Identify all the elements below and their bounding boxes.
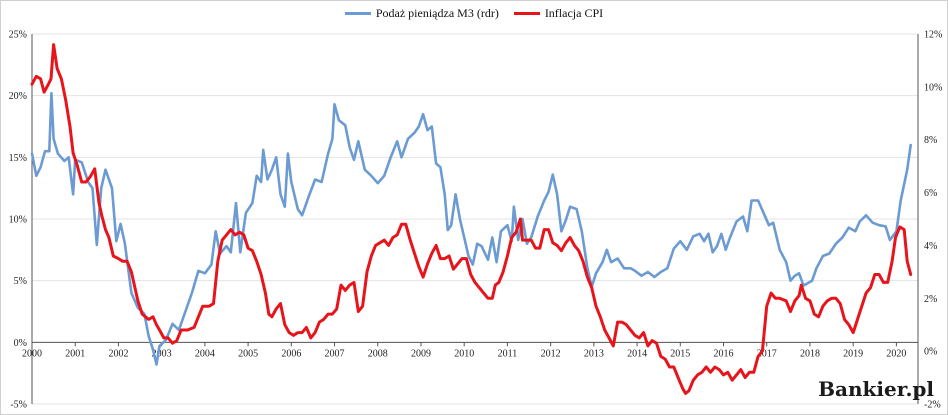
x-tick-label: 2020	[886, 348, 906, 359]
x-tick-label: 2005	[238, 348, 258, 359]
x-tick-label: 2012	[541, 348, 561, 359]
x-tick-label: 2006	[281, 348, 301, 359]
legend-item-cpi: Inflacja CPI	[513, 6, 604, 21]
y-left-tick-label: 20%	[9, 91, 27, 102]
x-tick-label: 2015	[670, 348, 690, 359]
series-line-m3	[30, 91, 912, 366]
series-line-cpi	[30, 43, 913, 395]
y-left-tick-label: 5%	[14, 276, 27, 287]
x-tick-label: 2003	[152, 348, 172, 359]
y-left-tick-label: -5%	[10, 400, 27, 411]
x-tick-label: 2009	[411, 348, 431, 359]
legend-item-m3: Podaż pieniądza M3 (rdr)	[344, 6, 499, 21]
x-tick-label: 2002	[108, 348, 128, 359]
y-right-tick-label: 8%	[924, 135, 937, 146]
y-left-tick-label: 10%	[9, 215, 27, 226]
legend-label-m3: Podaż pieniądza M3 (rdr)	[375, 6, 499, 20]
y-right-tick-label: 6%	[924, 188, 937, 199]
y-left-tick-label: 25%	[9, 30, 27, 41]
x-tick-label: 2007	[325, 348, 345, 359]
legend-swatch-m3	[344, 12, 371, 15]
x-tick-label: 2013	[584, 348, 604, 359]
chart-legend: Podaż pieniądza M3 (rdr) Inflacja CPI	[0, 4, 948, 21]
y-left-tick-label: 15%	[9, 153, 27, 164]
x-tick-label: 2017	[757, 348, 777, 359]
x-tick-label: 2008	[368, 348, 388, 359]
x-tick-label: 2001	[65, 348, 85, 359]
bankier-logo: Bankier.pl	[818, 377, 934, 401]
x-tick-label: 2010	[454, 348, 474, 359]
x-tick-label: 2014	[627, 348, 647, 359]
x-tick-label: 2019	[843, 348, 863, 359]
x-tick-label: 2018	[800, 348, 820, 359]
legend-label-cpi: Inflacja CPI	[544, 6, 604, 20]
legend-swatch-cpi	[513, 12, 540, 15]
y-right-tick-label: -2%	[924, 400, 941, 411]
y-right-tick-label: 4%	[924, 241, 937, 252]
y-right-tick-label: 0%	[924, 347, 937, 358]
x-tick-label: 2004	[195, 348, 215, 359]
y-left-tick-label: 0%	[14, 338, 27, 349]
x-tick-label: 2000	[22, 348, 42, 359]
x-tick-label: 2011	[498, 348, 518, 359]
y-right-tick-label: 12%	[924, 30, 942, 41]
y-right-tick-label: 10%	[924, 82, 942, 93]
y-right-tick-label: 2%	[924, 294, 937, 305]
x-tick-label: 2016	[714, 348, 734, 359]
